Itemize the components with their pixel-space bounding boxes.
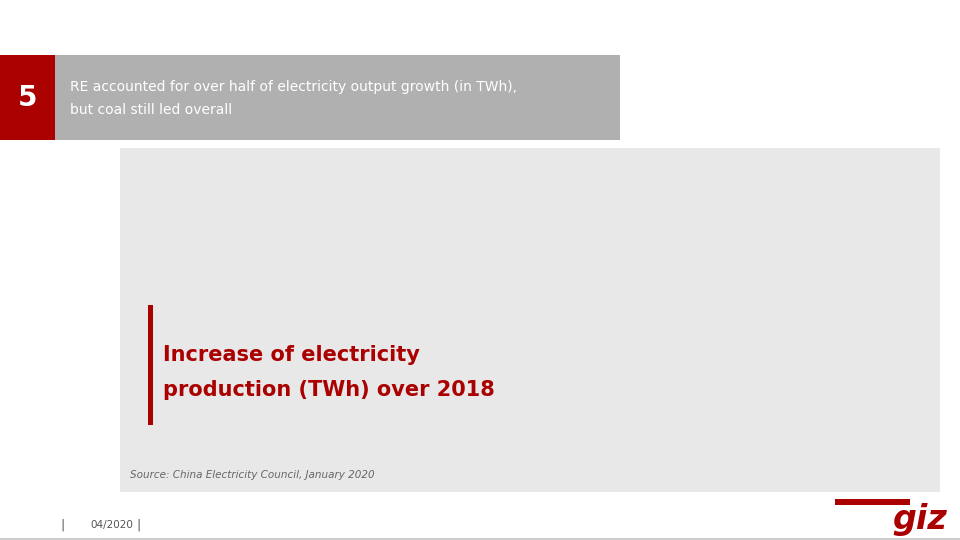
Text: but coal still led overall: but coal still led overall xyxy=(70,103,232,117)
Text: production (TWh) over 2018: production (TWh) over 2018 xyxy=(163,380,494,400)
Text: 26: 26 xyxy=(871,300,890,315)
Text: 26: 26 xyxy=(789,300,808,315)
Text: |: | xyxy=(60,518,64,531)
Text: 4: 4 xyxy=(632,414,641,429)
Bar xyxy=(859,318,901,453)
Text: Increase of electricity: Increase of electricity xyxy=(163,345,420,365)
Text: 46: 46 xyxy=(545,196,564,211)
Text: giz: giz xyxy=(893,503,948,537)
Text: Source: China Electricity Council, January 2020: Source: China Electricity Council, Janua… xyxy=(130,470,374,480)
Text: 04/2020: 04/2020 xyxy=(90,520,132,530)
Text: |: | xyxy=(136,518,140,531)
Text: 7: 7 xyxy=(712,398,722,413)
Text: RE accounted for over half of electricity output growth (in TWh),: RE accounted for over half of electricit… xyxy=(70,80,517,94)
Bar xyxy=(534,214,576,453)
Bar xyxy=(615,433,658,453)
Text: 5: 5 xyxy=(17,84,37,111)
Bar xyxy=(696,417,738,453)
Bar xyxy=(778,318,820,453)
